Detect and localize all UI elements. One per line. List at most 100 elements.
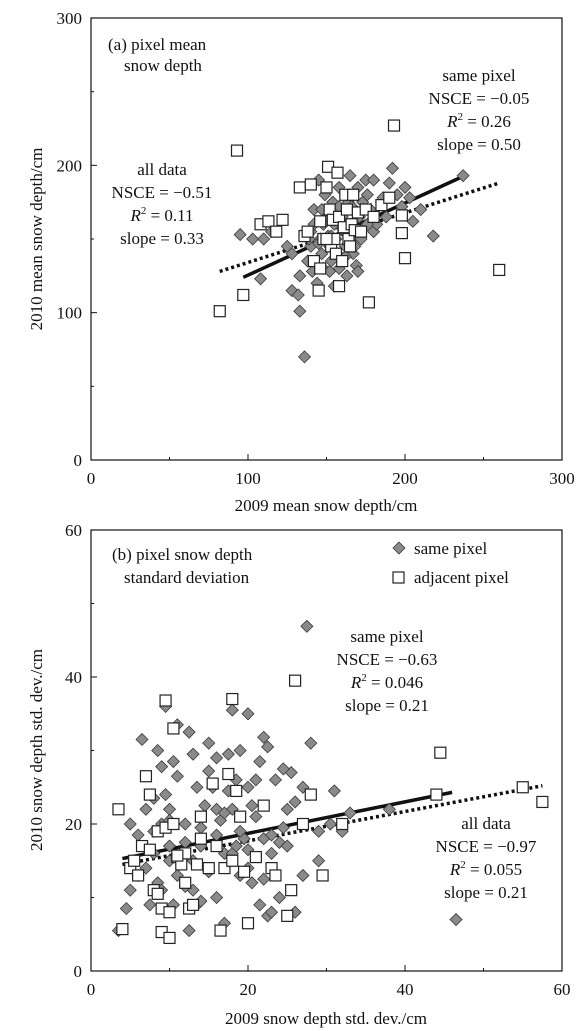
panel-b-same-pixel-point [159, 788, 173, 802]
panel-b-adjacent-pixel-point [151, 887, 164, 900]
panel-b-adjacent-pixel-point [186, 898, 200, 911]
panel-b-adjacent-pixel-point [241, 917, 255, 930]
panel-b-all-data-r2: R2 = 0.055 [449, 859, 522, 879]
panel-a-same-pixel-slope: slope = 0.50 [437, 135, 521, 154]
panel-a-adjacent-pixel-point [343, 240, 357, 253]
panel-b-all-data-title: all data [461, 814, 511, 833]
panel-a-same-pixel-point [253, 272, 268, 286]
panel-b-same-pixel-point [190, 780, 204, 794]
panel-b-adjacent-pixel-point [516, 781, 529, 794]
panel-a-adjacent-pixel-point [359, 203, 372, 216]
panel-b-same-pixel-point [257, 730, 271, 744]
panel-a-same-pixel-title: same pixel [442, 66, 515, 85]
panel-a-adjacent-pixel-point [347, 188, 360, 201]
panel-b-same-pixel-point [119, 901, 133, 916]
panel-b-adjacent-pixel-point [210, 839, 223, 853]
panel-a-x-axis-label: 2009 mean snow depth/cm [235, 496, 418, 515]
panel-a-same-pixel-point [233, 228, 247, 242]
panel-b-x-tick-label: 40 [397, 980, 414, 999]
panel-b-adjacent-pixel-point [304, 788, 317, 801]
panel-a-adjacent-pixel-point [237, 288, 250, 302]
panel-b-adjacent-pixel-point [163, 931, 176, 945]
panel-a-adjacent-pixel-point [332, 280, 346, 293]
panel-b-adjacent-pixel-point [226, 854, 239, 867]
panel-b-adjacent-pixel-point [230, 784, 243, 798]
panel-a-adjacent-pixel-point [395, 209, 408, 222]
panel-b-same-pixel-point [382, 802, 396, 816]
panel-b-adjacent-pixel-point [194, 810, 207, 823]
panel-b-same-pixel-point [261, 740, 275, 754]
panel-a-y-tick-label: 200 [57, 156, 83, 175]
panel-b-same-pixel-point [245, 799, 259, 813]
panel-a-same-pixel-point [285, 247, 299, 261]
panel-b-same-pixel-point [202, 764, 216, 778]
panel-a-y-tick-label: 300 [57, 9, 83, 28]
legend-same-pixel-label: same pixel [414, 539, 487, 558]
panel-b-y-tick-label: 20 [65, 815, 82, 834]
panel-b-same-pixel-point [202, 736, 216, 750]
panel-b-same-pixel-point [280, 802, 294, 816]
panel-b-same-pixel-point [257, 872, 271, 886]
panel-a-all-data-title: all data [137, 160, 187, 179]
panel-b-same-pixel-point [123, 883, 137, 897]
panel-b-legend-box [386, 538, 556, 595]
panel-b-same-pixel-point [327, 784, 341, 798]
panel-b-same-pixel-point [166, 754, 180, 769]
panel-a-points [213, 119, 506, 364]
panel-b-adjacent-pixel-point [190, 858, 204, 871]
panel-b-same-pixel-point [229, 839, 243, 853]
panel-b-adjacent-pixel-point [434, 746, 447, 759]
panel-a-same-pixel-point [340, 269, 354, 283]
panel-a-adjacent-pixel-point [395, 227, 408, 240]
panel-b-legend: same pixel adjacent pixel [386, 538, 556, 595]
panel-a-same-pixel-point [379, 210, 393, 224]
panel-a-same-pixel-point [385, 161, 400, 175]
panel-b-adjacent-pixel-point [143, 788, 156, 801]
panel-b-y-tick-label: 0 [74, 962, 83, 981]
panel-a-y-tick-label: 0 [74, 451, 83, 470]
panel-a-chart: 0 100 200 300 0 100 200 300 (a) pixel mean snow… [27, 9, 575, 515]
panel-b-all-data-slope: slope = 0.21 [444, 883, 528, 902]
panel-b-x-axis-label: 2009 snow depth std. dev./cm [225, 1009, 427, 1028]
panel-a-x-tick-label: 200 [392, 469, 418, 488]
panel-b-same-pixel-point [182, 725, 196, 739]
panel-b-same-pixel-title: same pixel [350, 627, 423, 646]
panel-b-adjacent-pixel-point [218, 861, 231, 875]
panel-a-same-pixel-point [456, 169, 470, 183]
panel-a-same-pixel-point [414, 202, 428, 217]
panel-a-adjacent-pixel-point [320, 232, 333, 246]
panel-b-same-pixel-point [178, 817, 192, 831]
panel-a-adjacent-pixel-point [387, 119, 401, 132]
panel-b-same-pixel-point [233, 824, 247, 838]
panel-a-same-pixel-point [426, 229, 440, 243]
panel-b-same-pixel-point [343, 806, 357, 820]
panel-b-adjacent-pixel-point [214, 924, 227, 937]
panel-b-same-pixel-point [182, 924, 196, 938]
panel-b-label-line2: standard deviation [124, 568, 250, 587]
panel-b-x-tick-label: 60 [554, 980, 571, 999]
panel-b-same-pixel-point [155, 760, 169, 774]
panel-a-adjacent-pixel-point [336, 255, 349, 268]
panel-b-all-data-nsce: NSCE = −0.97 [436, 837, 537, 856]
panel-a-adjacent-pixel-point [354, 225, 368, 238]
panel-a-same-pixel-point [403, 191, 417, 205]
panel-a-adjacent-pixel-point [320, 181, 333, 194]
panel-a-same-pixel-point [382, 176, 396, 190]
panel-b-same-pixel-slope: slope = 0.21 [345, 696, 429, 715]
panel-b-same-pixel-point [312, 824, 326, 838]
panel-b-same-pixel-point [268, 773, 283, 787]
panel-a-adjacent-pixel-point [362, 296, 375, 309]
panel-b-same-pixel-point [162, 839, 177, 853]
panel-b-same-pixel-point [323, 817, 337, 831]
panel-b-adjacent-pixel-point [116, 923, 129, 936]
panel-b-same-pixel-point [221, 747, 235, 761]
panel-a-same-pixel-point [293, 304, 307, 318]
panel-a-x-tick-label: 100 [235, 469, 261, 488]
panel-b-adjacent-pixel-point [281, 909, 294, 922]
panel-b-adjacent-pixel-point [179, 876, 192, 889]
panel-a-same-pixel-r2: R2 = 0.26 [446, 111, 511, 131]
panel-b-same-pixel-point [217, 806, 232, 820]
panel-a-same-pixel-point [406, 214, 420, 228]
panel-a-adjacent-pixel-point [270, 225, 283, 238]
panel-a-same-pixel-point [360, 188, 374, 202]
